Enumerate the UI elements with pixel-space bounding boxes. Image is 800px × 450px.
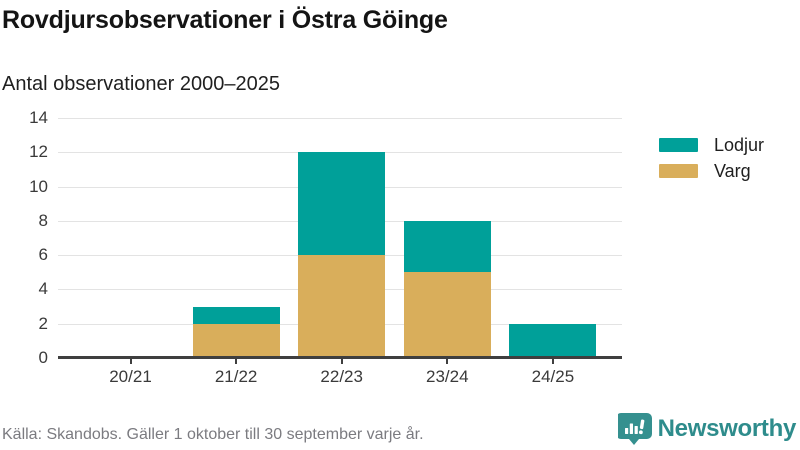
brand-logo: Newsworthy xyxy=(617,412,797,446)
bar-segment-varg-21-22 xyxy=(192,323,280,358)
chart-subtitle: Antal observationer 2000–2025 xyxy=(2,73,280,95)
legend-label: Varg xyxy=(714,160,751,181)
x-axis-line xyxy=(58,356,622,359)
legend-item-lodjur: Lodjur xyxy=(659,135,764,155)
x-tick-mark xyxy=(446,358,449,364)
y-tick-label: 10 xyxy=(29,176,48,196)
chart-title: Rovdjursobservationer i Östra Göinge xyxy=(2,6,448,34)
y-tick-label: 0 xyxy=(38,348,48,367)
x-axis-labels: 20/21 21/22 22/23 23/24 24/25 xyxy=(58,367,622,391)
y-tick-label: 4 xyxy=(38,279,48,299)
brand-name: Newsworthy xyxy=(657,415,797,442)
legend-swatch-varg xyxy=(659,164,698,178)
x-tick-label: 21/22 xyxy=(214,367,258,386)
y-axis-labels: 0 2 4 6 8 10 12 14 xyxy=(0,108,48,367)
x-tick-mark xyxy=(129,358,132,364)
legend-item-varg: Varg xyxy=(659,161,764,181)
legend: Lodjur Varg xyxy=(659,135,764,190)
legend-label: Lodjur xyxy=(714,134,765,155)
plot-area xyxy=(58,118,622,364)
y-tick-label: 14 xyxy=(29,108,48,127)
source-note: Källa: Skandobs. Gäller 1 oktober till 3… xyxy=(2,426,424,443)
y-tick-label: 12 xyxy=(29,142,48,162)
x-tick-label: 23/24 xyxy=(426,367,469,386)
x-tick-label: 24/25 xyxy=(531,367,575,386)
bar-segment-varg-22-23 xyxy=(298,255,386,358)
newsworthy-logo-icon xyxy=(617,413,652,445)
x-tick-mark xyxy=(551,358,554,364)
x-tick-mark xyxy=(340,358,343,364)
bar-segment-lodjur-23-24 xyxy=(403,220,491,273)
bar-segment-lodjur-24-25 xyxy=(509,323,597,358)
x-tick-label: 20/21 xyxy=(109,367,152,386)
legend-swatch-lodjur xyxy=(659,138,698,152)
y-tick-label: 8 xyxy=(38,210,48,230)
x-tick-label: 22/23 xyxy=(320,367,363,386)
bar-segment-varg-23-24 xyxy=(403,272,491,358)
bar-segment-lodjur-21-22 xyxy=(192,306,280,324)
y-tick-label: 2 xyxy=(38,313,48,333)
gridline xyxy=(58,118,622,119)
y-tick-label: 6 xyxy=(38,245,48,265)
x-tick-mark xyxy=(235,358,238,364)
bar-segment-lodjur-22-23 xyxy=(298,152,386,256)
